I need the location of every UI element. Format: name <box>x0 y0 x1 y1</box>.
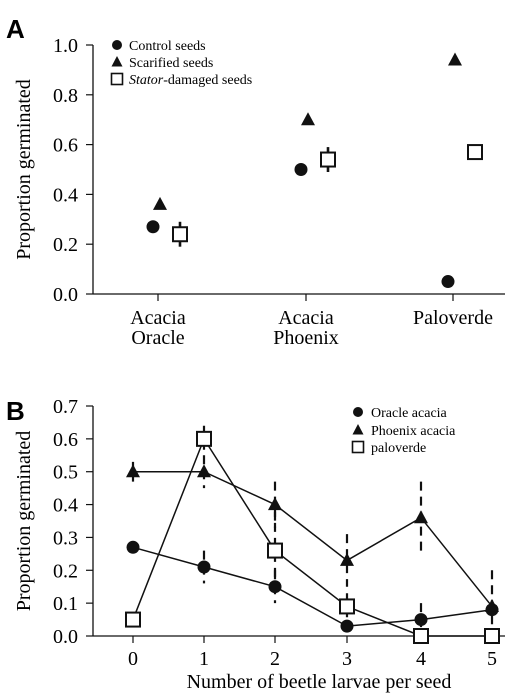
legend-label: Phoenix acacia <box>371 424 456 439</box>
y-tick-label: 0.5 <box>53 462 78 484</box>
data-point-square <box>339 598 355 615</box>
y-axis-label: Proportion germinated <box>13 79 35 260</box>
panel-a-chart: 0.0 0.2 0.4 0.6 0.8 1.0 Proportion germinated A… <box>13 35 505 349</box>
y-tick-label: 0.1 <box>53 593 78 615</box>
data-point-triangle <box>153 196 167 210</box>
panel-b-chart: 0.0 0.1 0.2 0.3 0.4 0.5 0.6 0.7 0 1 2 3 4 5 Number of … <box>13 396 505 693</box>
y-tick-label: 0.6 <box>53 429 78 451</box>
data-point-circle <box>340 619 354 633</box>
y-tick-label: 0.6 <box>53 135 78 157</box>
x-category-label: Acacia <box>130 307 186 329</box>
legend-marker-circle <box>112 40 122 50</box>
y-tick-label: 0.3 <box>53 527 78 549</box>
series-line-triangle <box>133 470 493 607</box>
y-tick-label: 0.4 <box>53 495 78 517</box>
legend-marker-circle <box>353 407 363 417</box>
data-point-circle <box>294 163 308 176</box>
x-tick-label: 4 <box>416 648 426 670</box>
data-point-triangle <box>197 464 211 478</box>
x-tick-label: 1 <box>199 648 209 670</box>
data-point-square <box>196 430 212 447</box>
series-line-circle <box>132 546 493 627</box>
data-point-square <box>484 628 500 644</box>
x-category-label: Phoenix <box>273 327 339 349</box>
data-point-square <box>172 226 188 243</box>
x-category-label: Acacia <box>278 307 334 329</box>
y-axis-label: Proportion germinated <box>13 431 35 612</box>
x-category-label: Oracle <box>131 327 184 349</box>
data-point-triangle <box>268 497 282 511</box>
data-point-triangle <box>485 598 499 612</box>
data-point-triangle <box>414 510 428 524</box>
data-point-square <box>467 144 483 161</box>
data-point-triangle <box>448 52 462 66</box>
panel-a-letter: A <box>6 14 25 44</box>
x-axis-label: Number of beetle larvae per seed <box>187 671 452 693</box>
y-tick-label: 0.8 <box>53 85 78 107</box>
y-tick-label: 0.7 <box>53 396 78 418</box>
y-tick-label: 0.2 <box>53 560 78 582</box>
x-tick-label: 0 <box>128 648 138 670</box>
legend-marker-triangle <box>352 424 364 435</box>
data-point-circle <box>146 220 160 234</box>
legend-label: Control seeds <box>129 39 206 54</box>
y-tick-label: 0.4 <box>53 184 78 206</box>
legend-marker-square <box>351 440 365 454</box>
data-point-circle <box>126 540 140 554</box>
data-point-circle <box>414 613 428 627</box>
data-point-square <box>125 611 141 628</box>
data-point-triangle <box>340 552 354 566</box>
y-tick-label: 0.0 <box>53 626 78 648</box>
legend-label: Oracle acacia <box>371 406 448 421</box>
panel-b-letter: B <box>6 396 25 426</box>
series-line-square <box>132 437 492 637</box>
x-tick-label: 3 <box>342 648 352 670</box>
legend-label: Stator-damaged seeds <box>129 73 252 88</box>
data-point-square <box>413 628 429 644</box>
data-point-triangle <box>301 112 315 126</box>
data-point-square <box>267 542 283 559</box>
data-point-triangle <box>126 464 140 478</box>
x-category-label: Paloverde <box>413 307 493 329</box>
x-tick-label: 2 <box>270 648 280 670</box>
y-tick-label: 0.0 <box>53 284 78 306</box>
data-point-circle <box>197 560 211 574</box>
legend-label: Scarified seeds <box>129 56 213 71</box>
y-tick-label: 0.2 <box>53 234 78 256</box>
x-tick-label: 5 <box>487 648 497 670</box>
data-point-square <box>320 151 336 168</box>
y-tick-label: 1.0 <box>53 35 78 57</box>
data-point-circle <box>268 580 282 594</box>
legend-marker-square <box>110 72 124 86</box>
legend-label: paloverde <box>371 441 426 456</box>
data-point-circle <box>441 275 455 289</box>
legend-marker-triangle <box>111 56 123 67</box>
